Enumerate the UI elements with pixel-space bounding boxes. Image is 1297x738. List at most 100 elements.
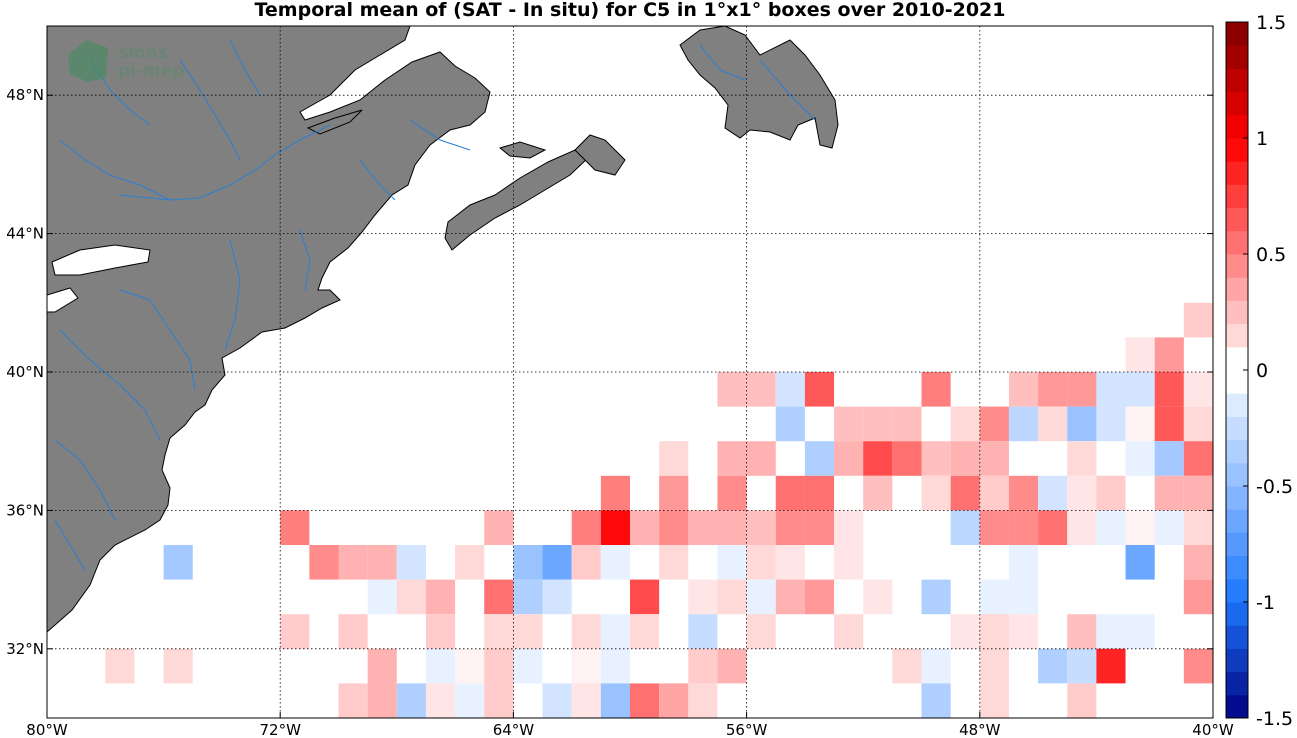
bias-cell [1154,510,1184,545]
bias-cell [1008,406,1039,442]
bias-cell [1183,510,1213,545]
bias-cell [804,510,835,545]
bias-cell [1183,545,1213,580]
bias-cell [834,614,864,649]
colorbar-swatch [1226,184,1248,209]
bias-cell [775,545,805,580]
bias-cell [804,372,835,407]
colorbar-swatch [1226,68,1248,93]
bias-cell [717,441,747,476]
bias-cell [746,372,776,407]
bias-cell [425,579,456,615]
bias-cell [600,614,630,649]
watermark-line1: smos [118,43,168,63]
bias-cell [863,475,893,511]
bias-cell [105,648,135,684]
land-mainland [47,26,491,633]
colorbar-swatch [1226,207,1248,232]
colorbar-swatch [1226,22,1248,46]
bias-cell [717,579,747,615]
colorbar-swatch [1226,346,1248,371]
bias-cell [1067,441,1097,476]
bias-cell [513,614,543,649]
x-tick-label: 40°W [1192,721,1234,738]
bias-cell [950,510,980,545]
river-n [759,59,816,121]
bias-cell [659,683,689,718]
bias-cell [950,441,980,476]
x-tick-label: 64°W [493,721,535,738]
bias-cell [163,545,193,580]
colorbar-swatch [1226,300,1248,325]
map-plot-area [47,26,1213,718]
y-tick-label: 36°N [6,501,44,519]
bias-cell [542,683,572,718]
bias-cell [979,406,1009,442]
bias-cell [921,475,951,511]
bias-cell [979,614,1009,649]
colorbar-swatch [1226,462,1248,487]
bias-cell [804,579,835,615]
bias-cell [659,441,689,476]
rivers-layer [54,39,816,571]
land-pei [498,141,547,159]
land-anticosti [306,109,363,135]
bias-cell [746,614,776,649]
bias-cell [455,683,485,718]
colorbar-swatch [1226,439,1248,464]
bias-cell [1038,648,1068,684]
colorbar-swatch [1226,277,1248,301]
bias-cell [1038,406,1068,442]
colorbar-tick-label: -0.5 [1256,476,1293,498]
bias-cell [1038,372,1068,407]
bias-cell [892,441,922,476]
bias-cell [484,683,514,718]
bias-cell [1038,475,1068,511]
bias-cell [1125,545,1155,580]
bias-cell [1183,302,1213,338]
bias-cell [746,579,776,615]
y-tick-label: 32°N [6,640,44,658]
bias-cell [921,441,951,476]
bias-cell [280,510,310,545]
bias-cell [688,614,718,649]
bias-cell [338,614,368,649]
bias-cell [484,614,514,649]
bias-cell [659,475,689,511]
bias-cell [600,475,630,511]
bias-cell [775,475,805,511]
chart-title: Temporal mean of (SAT - In situ) for C5 … [254,0,1005,21]
colorbar-swatch [1226,45,1248,69]
colorbar: 1.5 1 0.5 0 -0.5 -1 -1.5 [1225,12,1293,730]
colorbar-swatch [1226,161,1248,185]
bias-cell [1067,510,1097,545]
bias-cell [659,545,689,580]
colorbar-tick-label: 1 [1256,128,1268,150]
x-tick-label: 72°W [259,721,301,738]
bias-cell [775,579,805,615]
colorbar-swatch [1226,370,1248,394]
bias-cell [1008,510,1039,545]
colorbar-swatch [1226,91,1248,116]
bias-cell [542,579,572,615]
colorbar-swatch [1226,486,1248,510]
bias-cell [688,648,718,684]
bias-cell [630,683,660,718]
bias-cell [717,648,747,684]
bias-cell [630,579,660,615]
bias-cell [688,510,718,545]
bias-cell [280,614,310,649]
watermark-line2: pi-mep [118,61,184,81]
bias-cell [1096,475,1126,511]
bias-cell [571,510,601,545]
colorbar-swatch [1226,602,1248,626]
river-c [179,59,241,161]
bias-cell [1096,614,1126,649]
bias-cell [863,579,893,615]
colorbar-swatch [1226,230,1248,255]
bias-cell [571,648,601,684]
land-newfoundland [679,26,839,149]
bias-cell [950,614,980,649]
bias-cell [746,441,776,476]
bias-cell [367,579,397,615]
